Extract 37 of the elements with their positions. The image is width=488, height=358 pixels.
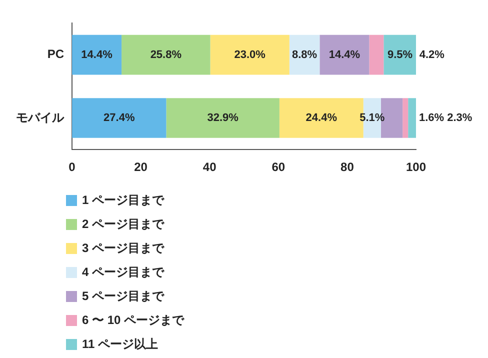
x-tick-label: 60: [272, 160, 286, 174]
y-tick-label: モバイル: [16, 110, 65, 124]
bar: [166, 98, 280, 138]
bar: [320, 34, 370, 75]
x-tick-label: 0: [68, 160, 76, 174]
bar: [408, 98, 416, 138]
data-label: 4.2%: [419, 48, 445, 61]
data-label: 24.4%: [306, 112, 338, 124]
data-label: 14.4%: [81, 48, 113, 61]
data-label: 1.6%: [419, 112, 444, 124]
bar: [369, 34, 384, 75]
legend-label: 5 ページ目まで: [82, 288, 164, 305]
legend-label: 2 ページ目まで: [82, 216, 164, 233]
bar: [122, 34, 210, 75]
legend-label: 1 ページ目まで: [82, 192, 164, 209]
legend-label: 3 ページ目まで: [82, 240, 164, 257]
bar: [72, 34, 122, 75]
bar: [72, 98, 166, 138]
legend-label: 4 ページ目まで: [82, 264, 164, 281]
data-label: 14.4%: [328, 48, 360, 61]
legend-label: 6 〜 10 ページまで: [82, 312, 184, 329]
bar: [210, 34, 290, 75]
x-tick-label: 100: [406, 160, 426, 174]
y-tick-label: PC: [47, 47, 64, 62]
x-tick-label: 20: [134, 160, 148, 174]
data-label: 27.4%: [104, 112, 135, 124]
x-tick-label: 80: [340, 160, 354, 174]
legend-label: 11 ページ以上: [82, 336, 158, 353]
data-label: 9.5%: [387, 48, 413, 61]
data-label: 32.9%: [207, 112, 239, 124]
x-tick-label: 40: [202, 160, 217, 174]
data-label: 8.8%: [292, 48, 318, 61]
data-label: 2.3%: [447, 112, 472, 124]
data-label: 25.8%: [150, 48, 182, 61]
data-label: 23.0%: [234, 48, 266, 61]
bar: [384, 34, 416, 75]
bar: [402, 98, 408, 138]
